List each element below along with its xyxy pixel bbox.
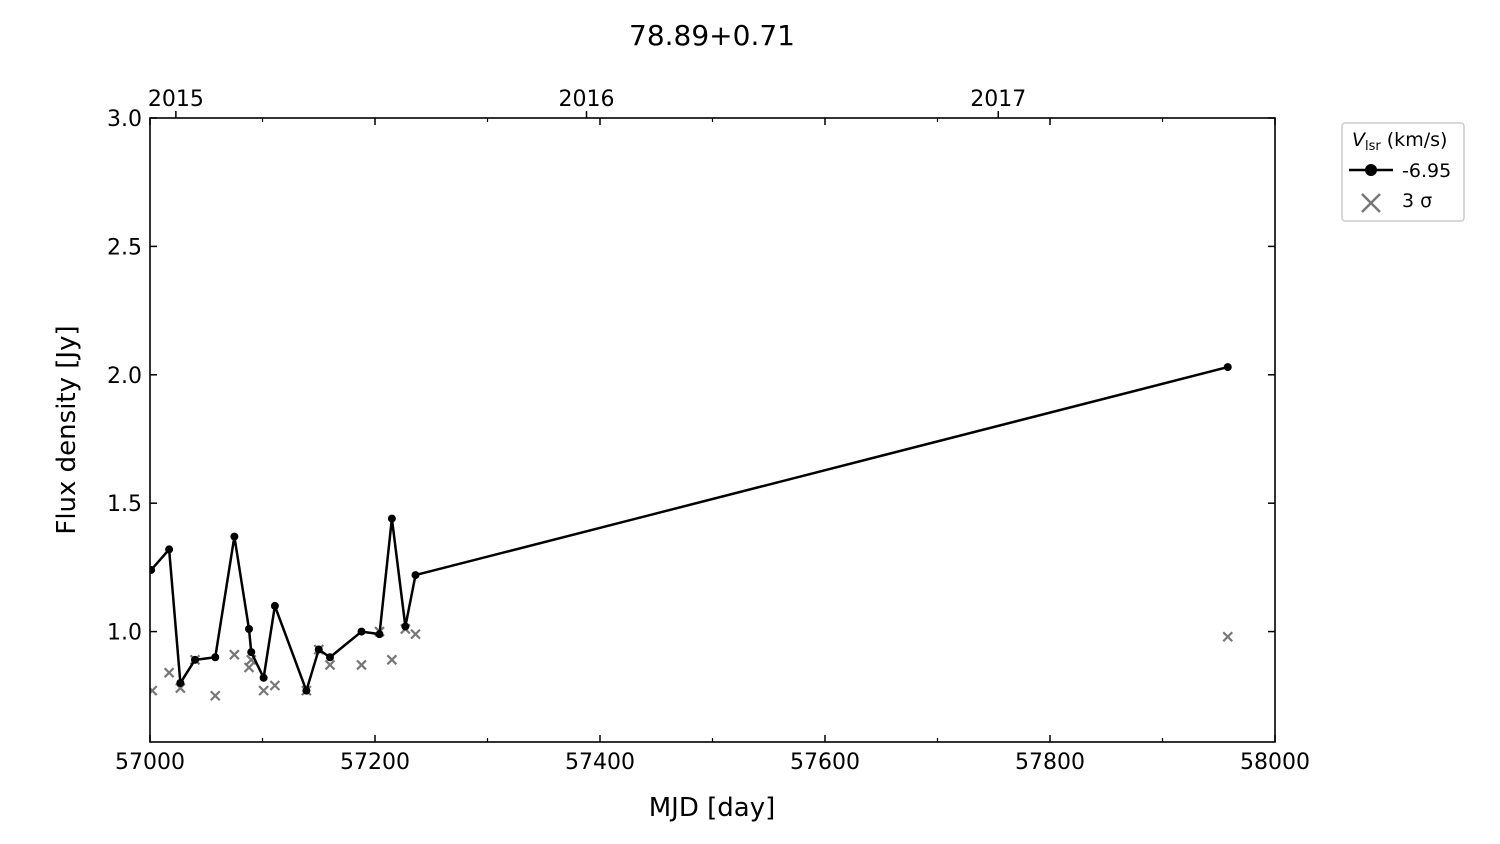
flux-point [245,625,253,634]
sigma-point [209,690,221,702]
sigma-point [229,649,240,660]
legend-title-unit: (km/s) [1381,129,1448,151]
legend-marker-swatch [1365,164,1377,176]
legend-entry-sigma: 3 σ [1402,190,1432,212]
sigma-point [410,628,421,640]
y-tick-label: 3.0 [107,107,142,132]
flux-point [411,571,420,580]
flux-point [230,532,239,541]
series-layer [150,363,1234,702]
x-tick-label: 57600 [790,750,860,775]
y-tick-label: 1.0 [107,621,142,646]
x-axis-label: MJD [day] [649,793,776,823]
flux-point [259,673,268,682]
flux-point [375,630,384,639]
sigma-point [324,659,336,671]
y-tick-label: 2.5 [107,235,142,260]
flux-point [270,601,279,610]
flux-point [211,653,220,662]
flux-point [357,627,366,636]
flux-point [314,645,323,654]
sigma-point [269,680,281,691]
legend-x-swatch [1361,193,1381,213]
flux-point [247,648,256,657]
x-tick-label: 57800 [1015,750,1085,775]
sigma-point [243,662,255,673]
y-axis-label: Flux density [Jy] [52,325,82,534]
x-tick-label: 58000 [1240,750,1310,775]
sigma-point [386,654,398,666]
y-tick-label: 1.5 [107,492,142,517]
x-tick-label: 57400 [565,750,635,775]
flux-point [401,622,410,631]
y-axis: 1.0 1.5 2.0 2.5 3.0 [107,107,1275,646]
flux-point [176,678,185,687]
legend-entry-series: -6.95 [1402,160,1451,182]
x-tick-label: 57000 [115,750,185,775]
legend-title-main: V [1352,129,1367,151]
legend-title-sub: lsr [1365,139,1381,154]
legend-title: Vlsr (km/s) [1352,129,1447,154]
plot-area [150,363,1234,702]
chart-title: 78.89+0.71 [629,19,795,52]
flux-point [165,545,174,554]
legend-frame [1341,122,1465,222]
sigma-point [163,667,175,678]
year-tick-label: 2017 [970,87,1026,112]
x-tick-label: 57200 [340,750,410,775]
plot-frame [149,117,1276,743]
top-axis: 2015 2016 2017 [148,87,1026,118]
sigma-point [1222,631,1234,642]
flux-point [1223,363,1232,372]
year-tick-label: 2015 [148,87,204,112]
year-tick-label: 2016 [559,87,615,112]
sigma-point [150,685,158,696]
flux-point [387,514,396,523]
flux-point [150,565,156,574]
y-tick-label: 2.0 [107,364,142,389]
flux-series-line [150,365,1229,692]
flux-point [191,655,199,664]
sigma-point [356,659,367,671]
x-axis: 57000 57200 57400 57600 57800 58000 [115,118,1310,775]
sigma-point [258,685,269,696]
flux-point [326,653,334,662]
legend: Vlsr (km/s) -6.95 3 σ [1341,122,1465,222]
flux-point [302,686,311,695]
